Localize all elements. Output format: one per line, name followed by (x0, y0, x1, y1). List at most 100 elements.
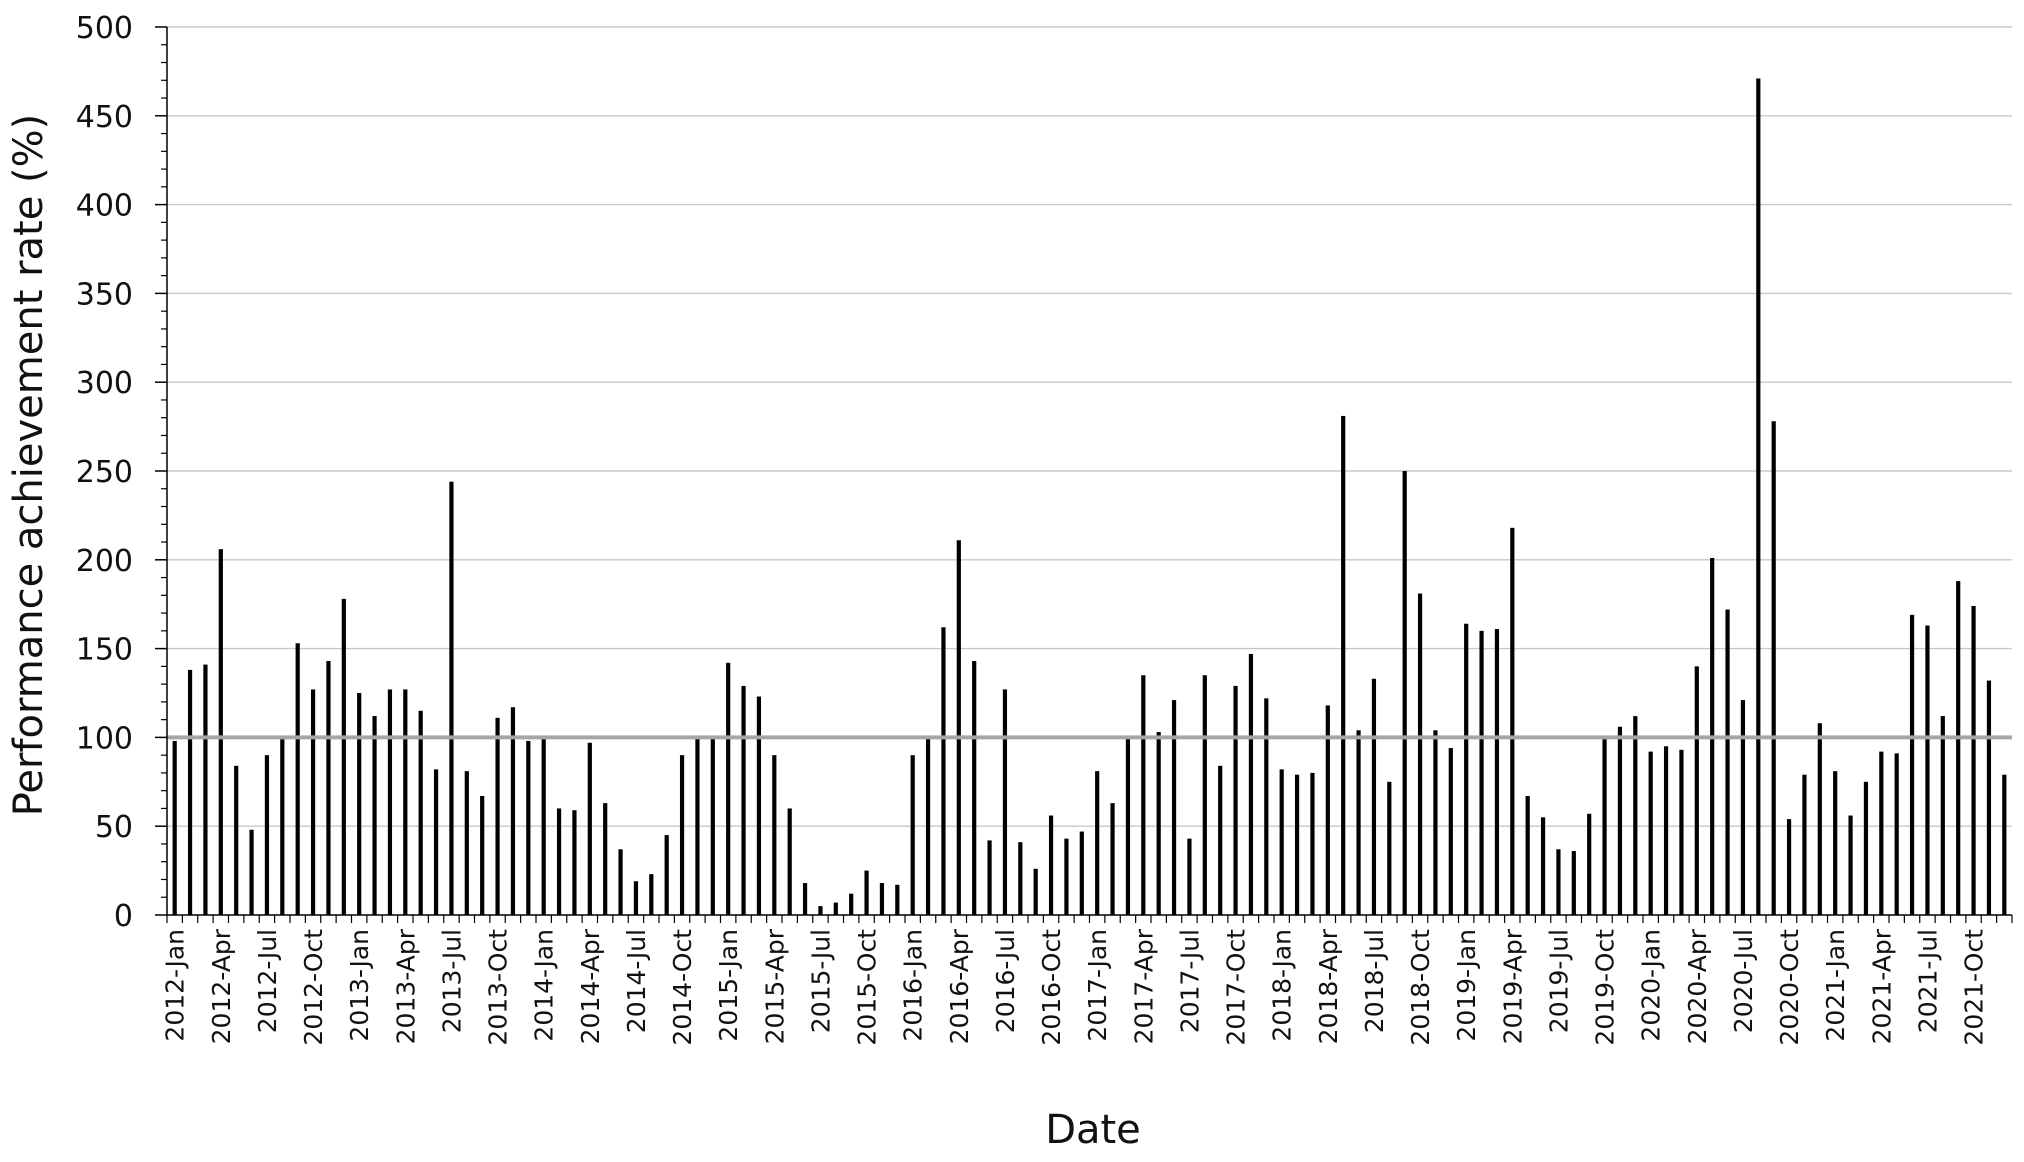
bar (1679, 749, 1684, 915)
bar (1817, 723, 1822, 915)
bar (1909, 614, 1915, 915)
x-tick-label: 2013-Apr (391, 928, 420, 1044)
x-tick-label: 2016-Jul (991, 929, 1020, 1033)
bar (1648, 751, 1653, 915)
bar (741, 685, 746, 915)
bar (1171, 700, 1177, 915)
x-tick-label: 2018-Jan (1268, 929, 1297, 1042)
bar (2002, 774, 2007, 915)
bar (387, 689, 393, 915)
bar (1740, 700, 1746, 915)
bar (1694, 666, 1699, 915)
bar (1233, 685, 1238, 915)
bar (556, 808, 562, 915)
x-tick-label: 2017-Jan (1083, 929, 1112, 1042)
bar (726, 662, 731, 915)
x-tick-label: 2018-Apr (1314, 928, 1343, 1044)
bar (1479, 630, 1484, 915)
bar (172, 740, 177, 915)
bar (1048, 815, 1054, 915)
bar (541, 737, 546, 915)
x-tick-label: 2013-Jul (437, 929, 466, 1033)
axes (155, 26, 2013, 923)
bar (818, 906, 823, 915)
bar (925, 737, 931, 915)
bar (449, 481, 454, 915)
x-tick-label: 2015-Apr (760, 928, 789, 1044)
bar (618, 849, 623, 915)
y-axis-title: Performance achievement rate (%) (6, 114, 52, 817)
bar (280, 739, 285, 915)
x-tick-label: 2019-Jan (1452, 929, 1481, 1042)
bar (649, 874, 654, 915)
bar (526, 740, 531, 915)
x-tick-label: 2018-Oct (1406, 929, 1435, 1046)
bar (695, 737, 700, 915)
bar (1587, 813, 1592, 915)
bar (572, 810, 577, 915)
bar (1033, 868, 1038, 915)
x-tick-label: 2012-Jan (161, 929, 190, 1042)
x-tick-labels: 2012-Jan 2012-Apr 2012-Jul 2012-Oct 2013-Jan… (161, 928, 1989, 1045)
x-tick-label: 2013-Jan (345, 929, 374, 1042)
x-tick-label: 2014-Jul (622, 929, 651, 1033)
y-tick-label: 450 (76, 100, 133, 135)
x-tick-label: 2019-Jul (1544, 929, 1573, 1033)
bar (756, 696, 762, 915)
x-tick-label: 2019-Apr (1498, 928, 1527, 1044)
bar (941, 627, 946, 915)
x-tick-label: 2020-Jan (1637, 929, 1666, 1042)
bar (403, 689, 408, 915)
bar (234, 765, 239, 915)
x-tick-label: 2015-Jan (714, 929, 743, 1042)
bar (1264, 698, 1269, 915)
x-tick-label: 2014-Jan (530, 929, 559, 1042)
x-tick-label: 2014-Apr (576, 928, 605, 1044)
bar (1633, 716, 1638, 915)
bar (1494, 629, 1500, 915)
y-tick-label: 500 (76, 11, 133, 46)
bar (1187, 838, 1192, 915)
bar (1156, 732, 1161, 915)
bar (1556, 849, 1561, 915)
bar (910, 755, 915, 915)
bar (1125, 737, 1131, 915)
bar (1018, 842, 1023, 915)
bars (172, 78, 2007, 915)
bar (433, 769, 439, 915)
y-tick-label: 400 (76, 189, 133, 224)
bar (1848, 815, 1853, 915)
x-tick-label: 2014-Oct (668, 929, 697, 1046)
y-tick-label: 150 (76, 633, 133, 668)
bar (480, 796, 485, 915)
bar (1371, 678, 1377, 915)
x-tick-label: 2016-Jan (899, 929, 928, 1042)
x-tick-label: 2020-Oct (1775, 929, 1804, 1046)
y-tick-label: 200 (76, 544, 133, 579)
x-tick-label: 2015-Oct (853, 929, 882, 1046)
bar (310, 689, 316, 915)
bar (679, 755, 685, 915)
bar (1141, 675, 1146, 915)
bar (1079, 831, 1084, 915)
bar (341, 598, 346, 915)
bar (895, 884, 900, 915)
y-tick-label: 0 (114, 899, 133, 934)
x-tick-label: 2012-Oct (299, 929, 328, 1046)
y-tick-label: 350 (76, 277, 133, 312)
bar (1940, 716, 1945, 915)
bar (1956, 581, 1961, 915)
bar (864, 870, 869, 915)
bar (802, 883, 808, 915)
bar (418, 710, 423, 915)
x-tick-label: 2016-Oct (1037, 929, 1066, 1046)
bar (1771, 421, 1776, 915)
bar (264, 755, 270, 915)
bar (1248, 653, 1254, 915)
x-tick-label: 2012-Jul (253, 929, 282, 1033)
bar (203, 664, 208, 915)
x-tick-label: 2017-Oct (1222, 929, 1251, 1046)
x-tick-label: 2020-Apr (1683, 928, 1712, 1044)
